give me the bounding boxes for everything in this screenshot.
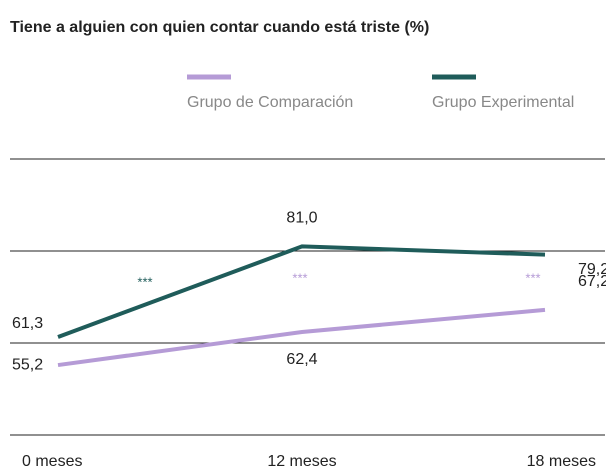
chart-title: Tiene a alguien con quien contar cuando … bbox=[10, 19, 429, 36]
data-label: 61,3 bbox=[12, 315, 43, 332]
data-label: 55,2 bbox=[12, 356, 43, 373]
data-label: 67,2 bbox=[578, 273, 606, 290]
x-tick-label: 0 meses bbox=[22, 453, 82, 470]
legend-label: Grupo Experimental bbox=[432, 94, 574, 111]
significance-annotation: *** bbox=[292, 270, 307, 285]
data-label: 81,0 bbox=[286, 210, 317, 227]
x-tick-label: 12 meses bbox=[267, 453, 336, 470]
x-tick-label: 18 meses bbox=[527, 453, 596, 470]
data-label: 79,2 bbox=[578, 261, 606, 278]
data-label: 62,4 bbox=[286, 351, 317, 368]
legend-label: Grupo de Comparación bbox=[187, 94, 353, 111]
series-line bbox=[57, 307, 546, 368]
series-line bbox=[57, 244, 546, 339]
significance-annotation: *** bbox=[137, 274, 152, 289]
significance-annotation: *** bbox=[525, 270, 540, 285]
